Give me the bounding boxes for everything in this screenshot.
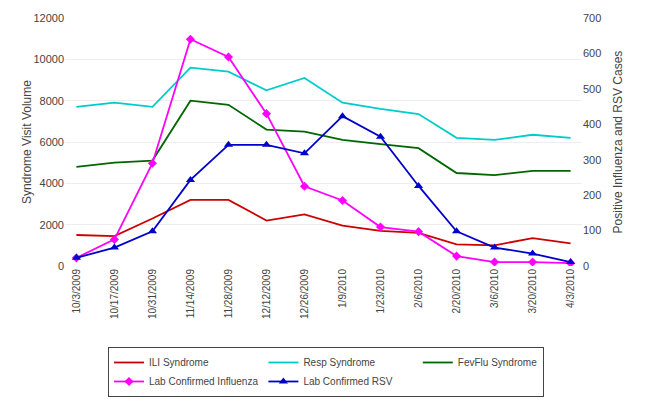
svg-text:ILI Syndrome: ILI Syndrome bbox=[149, 357, 209, 368]
svg-text:10000: 10000 bbox=[33, 53, 64, 65]
svg-text:Syndrome Visit Volume: Syndrome Visit Volume bbox=[20, 80, 34, 204]
svg-text:100: 100 bbox=[583, 224, 601, 236]
svg-text:3/6/2010: 3/6/2010 bbox=[489, 269, 500, 308]
svg-text:Resp Syndrome: Resp Syndrome bbox=[303, 357, 375, 368]
svg-text:8000: 8000 bbox=[40, 95, 64, 107]
svg-text:400: 400 bbox=[583, 118, 601, 130]
svg-text:10/17/2009: 10/17/2009 bbox=[109, 269, 120, 319]
svg-text:500: 500 bbox=[583, 83, 601, 95]
svg-text:Lab Confirmed Influenza: Lab Confirmed Influenza bbox=[149, 376, 258, 387]
svg-text:4000: 4000 bbox=[40, 177, 64, 189]
svg-text:2/6/2010: 2/6/2010 bbox=[413, 269, 424, 308]
svg-text:600: 600 bbox=[583, 47, 601, 59]
svg-text:0: 0 bbox=[583, 260, 589, 272]
svg-text:11/28/2009: 11/28/2009 bbox=[223, 269, 234, 319]
svg-text:300: 300 bbox=[583, 154, 601, 166]
svg-text:0: 0 bbox=[58, 260, 64, 272]
svg-text:3/20/2010: 3/20/2010 bbox=[527, 269, 538, 314]
svg-text:10/31/2009: 10/31/2009 bbox=[147, 269, 158, 319]
svg-text:12/26/2009: 12/26/2009 bbox=[299, 269, 310, 319]
svg-text:6000: 6000 bbox=[40, 136, 64, 148]
svg-text:2000: 2000 bbox=[40, 219, 64, 231]
svg-text:4/3/2010: 4/3/2010 bbox=[565, 269, 576, 308]
svg-text:Lab Confirmed RSV: Lab Confirmed RSV bbox=[303, 376, 392, 387]
svg-text:12/12/2009: 12/12/2009 bbox=[261, 269, 272, 319]
svg-text:1/23/2010: 1/23/2010 bbox=[375, 269, 386, 314]
svg-text:700: 700 bbox=[583, 12, 601, 24]
svg-text:12000: 12000 bbox=[33, 12, 64, 24]
svg-text:10/3/2009: 10/3/2009 bbox=[71, 269, 82, 314]
svg-text:FevFlu Syndrome: FevFlu Syndrome bbox=[458, 357, 537, 368]
svg-text:2/20/2010: 2/20/2010 bbox=[451, 269, 462, 314]
svg-text:11/14/2009: 11/14/2009 bbox=[185, 269, 196, 319]
svg-text:Positive Influenza and RSV Cas: Positive Influenza and RSV Cases bbox=[611, 51, 625, 234]
svg-text:1/9/2010: 1/9/2010 bbox=[337, 269, 348, 308]
svg-text:200: 200 bbox=[583, 189, 601, 201]
